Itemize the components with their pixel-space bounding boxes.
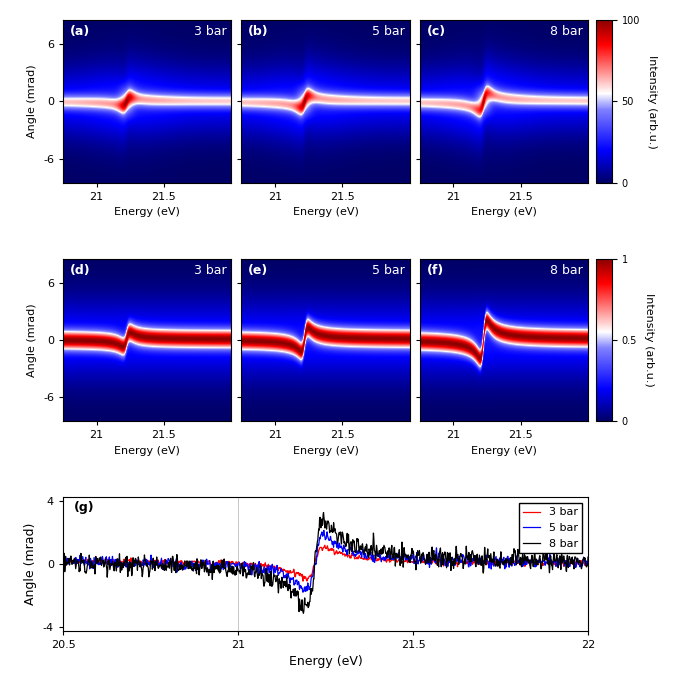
3 bar (59, 557, 67, 565)
3 bar (147, 555, 155, 563)
3 bar (346, 554, 355, 562)
Text: (g): (g) (74, 502, 94, 515)
5 bar (128, 555, 136, 563)
X-axis label: Energy (eV): Energy (eV) (288, 655, 363, 668)
Text: (e): (e) (248, 264, 268, 277)
3 bar (236, 561, 244, 569)
Text: 8 bar: 8 bar (550, 264, 583, 277)
8 bar (299, 609, 307, 617)
5 bar (584, 559, 592, 567)
X-axis label: Energy (eV): Energy (eV) (471, 207, 537, 217)
X-axis label: Energy (eV): Energy (eV) (293, 207, 358, 217)
5 bar (320, 526, 328, 534)
Line: 3 bar: 3 bar (63, 545, 588, 581)
Text: (a): (a) (70, 25, 90, 38)
8 bar (236, 568, 244, 576)
Text: 3 bar: 3 bar (194, 264, 226, 277)
3 bar (584, 559, 592, 567)
8 bar (147, 557, 155, 565)
5 bar (286, 574, 295, 582)
5 bar (59, 559, 67, 567)
Text: 5 bar: 5 bar (372, 264, 405, 277)
Text: (f): (f) (426, 264, 444, 277)
Y-axis label: Angle (mrad): Angle (mrad) (27, 303, 37, 377)
Y-axis label: Angle (mrad): Angle (mrad) (27, 64, 37, 138)
5 bar (335, 540, 344, 549)
3 bar (321, 541, 329, 549)
X-axis label: Energy (eV): Energy (eV) (114, 445, 180, 456)
8 bar (128, 559, 136, 567)
Legend: 3 bar, 5 bar, 8 bar: 3 bar, 5 bar, 8 bar (519, 503, 582, 553)
Line: 8 bar: 8 bar (63, 513, 588, 613)
Text: 8 bar: 8 bar (550, 25, 583, 38)
5 bar (346, 544, 355, 553)
Text: 5 bar: 5 bar (372, 25, 405, 38)
8 bar (346, 538, 355, 546)
X-axis label: Energy (eV): Energy (eV) (293, 445, 358, 456)
8 bar (335, 531, 344, 539)
8 bar (584, 553, 592, 561)
Text: (d): (d) (70, 264, 90, 277)
5 bar (236, 562, 244, 570)
5 bar (147, 554, 155, 562)
3 bar (299, 577, 307, 585)
X-axis label: Energy (eV): Energy (eV) (471, 445, 537, 456)
Y-axis label: Angle (mrad): Angle (mrad) (25, 523, 37, 605)
Text: 3 bar: 3 bar (194, 25, 226, 38)
3 bar (286, 569, 295, 577)
8 bar (286, 591, 295, 599)
3 bar (128, 557, 136, 565)
5 bar (299, 589, 307, 597)
X-axis label: Energy (eV): Energy (eV) (114, 207, 180, 217)
Line: 5 bar: 5 bar (63, 530, 588, 593)
Y-axis label: Intensity (arb.u.): Intensity (arb.u.) (643, 293, 654, 387)
Text: (c): (c) (426, 25, 446, 38)
Y-axis label: Intensity (arb.u.): Intensity (arb.u.) (647, 55, 657, 148)
3 bar (335, 548, 344, 556)
8 bar (59, 554, 67, 562)
8 bar (319, 508, 328, 517)
Text: (b): (b) (248, 25, 269, 38)
